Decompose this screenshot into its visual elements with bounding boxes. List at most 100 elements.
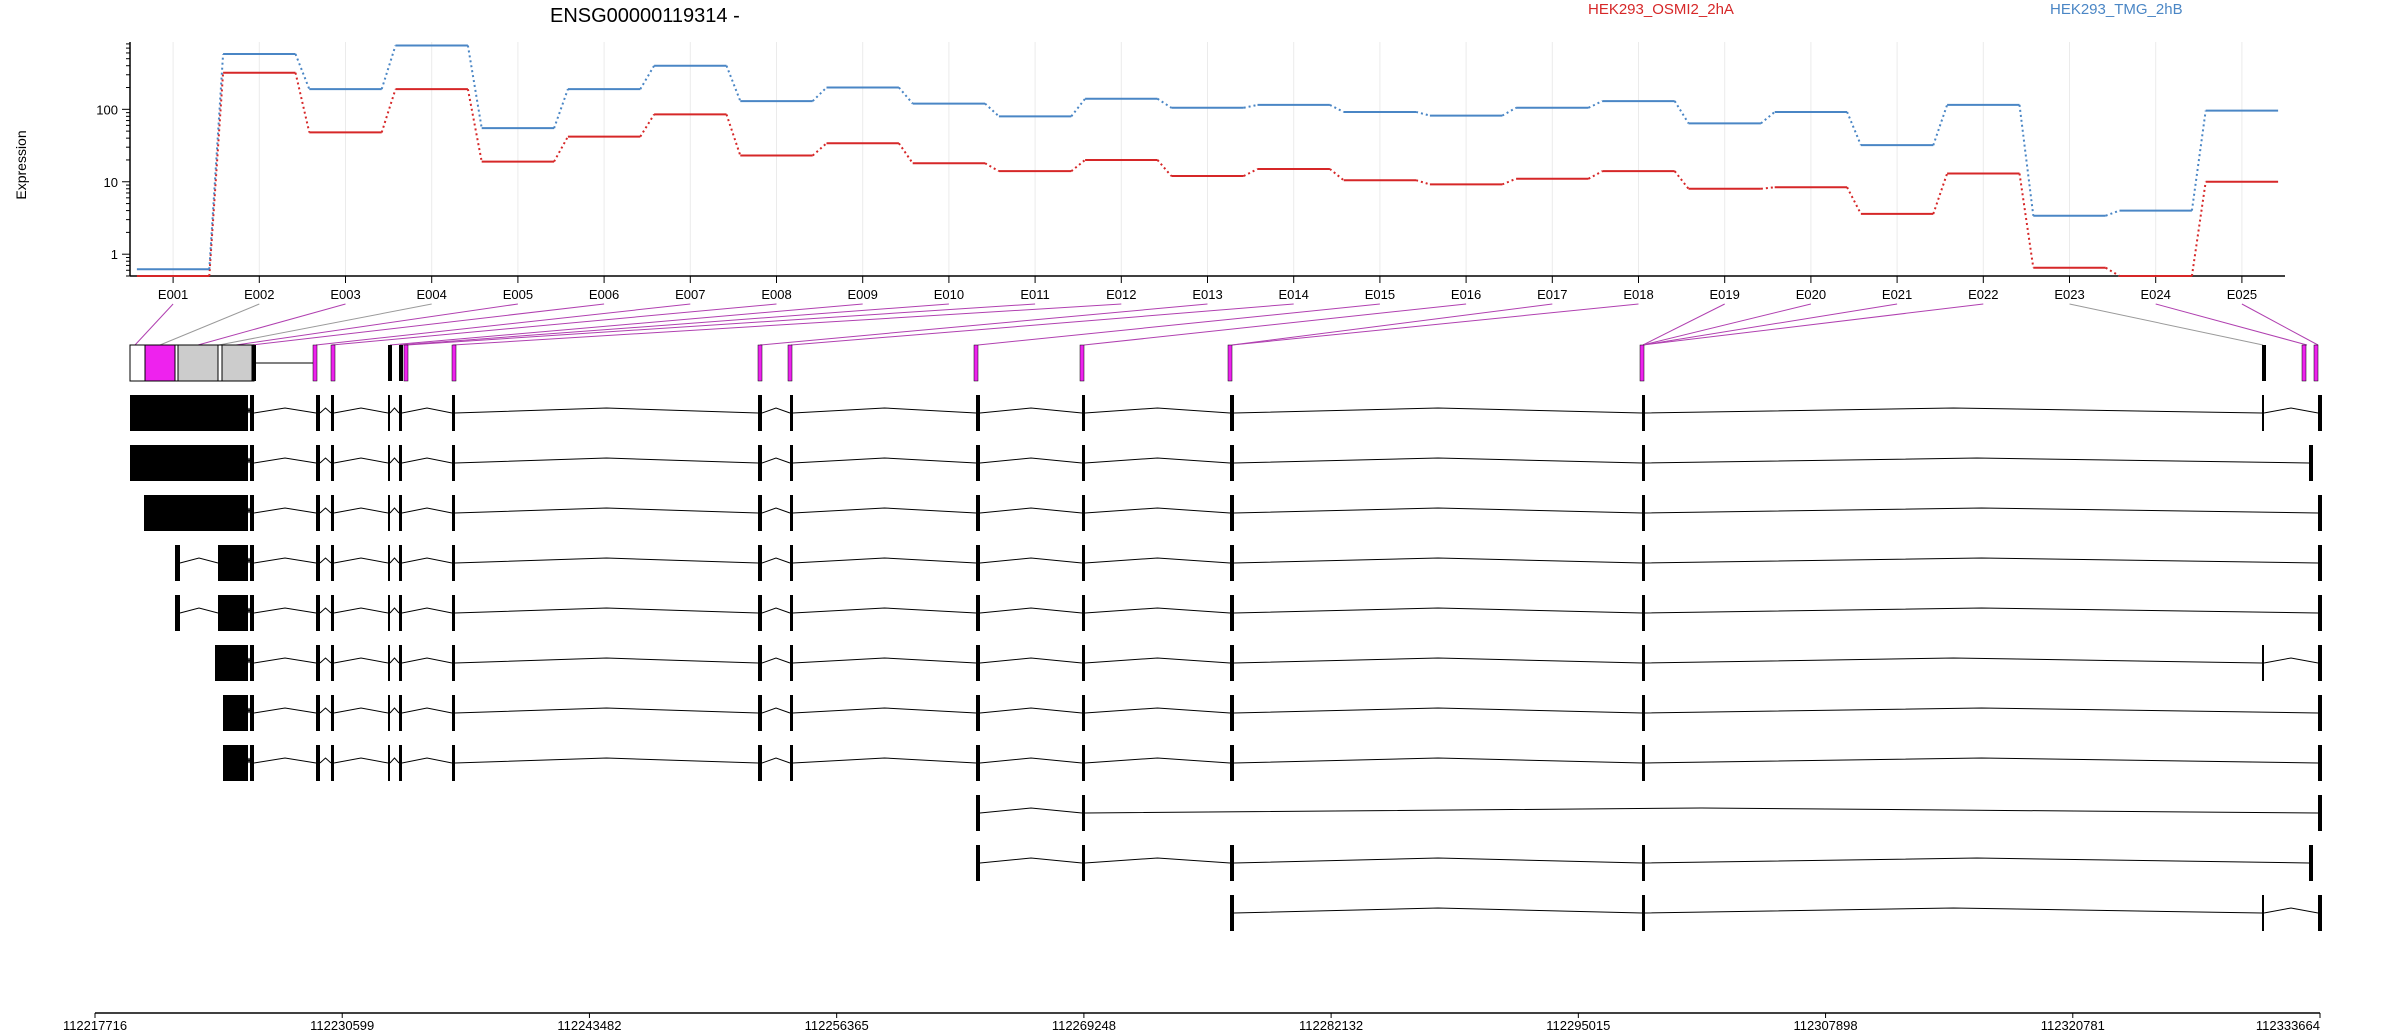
intron-line (389, 657, 400, 664)
intron-line (979, 407, 1083, 414)
data-connector (2105, 209, 2120, 217)
transcript-exon (250, 495, 254, 531)
intron-line (979, 457, 1083, 464)
exon-box (388, 345, 392, 381)
transcript-exon (1642, 695, 1645, 731)
intron-line (247, 457, 251, 464)
data-connector (2190, 110, 2207, 211)
transcript-exon (316, 645, 320, 681)
intron-line (761, 607, 791, 614)
intron-line (1644, 707, 2319, 714)
exon-connector (251, 303, 605, 346)
transcript-exon (2318, 745, 2322, 781)
x-tick-label: E021 (1882, 287, 1912, 302)
intron-line (333, 407, 389, 414)
transcript-exon (790, 595, 793, 631)
data-connector (1070, 159, 1086, 172)
transcript-exon (1082, 745, 1085, 781)
intron-line (1084, 807, 2319, 814)
transcript-10 (976, 845, 2313, 881)
transcript-exon (1230, 895, 1234, 931)
exon-connector (1083, 303, 1467, 346)
axes: 1 10 100 E001 E002 E003 E004 E005 E006 E007 E008 E0… (96, 42, 2285, 302)
data-connector (1501, 106, 1517, 117)
transcript-9 (976, 795, 2322, 831)
x-tick-label: E004 (417, 287, 447, 302)
transcript-1 (130, 395, 2322, 431)
intron-line (454, 507, 759, 514)
transcript-exon (1642, 445, 1645, 481)
data-connector (553, 88, 569, 129)
y-tick-label: 1 (111, 247, 118, 262)
exon-connector (1642, 303, 1984, 346)
genomic-tick-label: 112307898 (1794, 1018, 1858, 1030)
transcript-exon (388, 545, 390, 581)
transcript-exon (331, 495, 334, 531)
transcript-exon (976, 495, 980, 531)
exon-connector (406, 303, 1036, 346)
exon-box (2301, 344, 2307, 382)
exon-box (757, 344, 763, 382)
intron-line (454, 757, 759, 764)
transcript-exon (144, 495, 248, 531)
intron-line (247, 757, 251, 764)
intron-line (761, 507, 791, 514)
intron-line (454, 557, 759, 564)
genomic-tick-label: 112269248 (1052, 1018, 1116, 1030)
intron-line (253, 757, 317, 764)
intron-line (389, 507, 400, 514)
intron-line (1084, 857, 1231, 864)
data-connector (294, 72, 311, 133)
transcript-8 (223, 745, 2322, 781)
exon-connector (2241, 303, 2319, 346)
intron-line (2263, 657, 2319, 664)
data-connector (1415, 179, 1431, 186)
data-connector (1588, 100, 1603, 109)
data-connector (1415, 110, 1431, 117)
transcript-exon (250, 595, 254, 631)
intron-line (179, 607, 219, 614)
intron-line (2263, 907, 2319, 914)
intron-line (761, 557, 791, 564)
transcript-exon (388, 395, 390, 431)
intron-line (761, 707, 791, 714)
transcript-exon (976, 445, 980, 481)
transcript-exon (1082, 795, 1085, 831)
transcript-2 (130, 445, 2313, 481)
intron-line (401, 607, 453, 614)
intron-line (1084, 407, 1231, 414)
data-connector (898, 142, 914, 164)
transcript-exon (388, 595, 390, 631)
transcript-exon (215, 645, 248, 681)
intron-line (1233, 407, 1643, 414)
intron-line (401, 457, 453, 464)
data-connector (380, 45, 397, 90)
exon-connector (389, 303, 863, 346)
exon-connector (452, 303, 1122, 346)
data-connector (1846, 186, 1862, 215)
exon-box (2313, 344, 2319, 382)
x-tick-label: E018 (1623, 287, 1653, 302)
intron-line (1084, 707, 1231, 714)
exon-box (330, 344, 336, 382)
intron-line (319, 657, 332, 664)
intron-line (979, 557, 1083, 564)
exon-connectors (134, 303, 2319, 346)
intron-line (979, 657, 1083, 664)
intron-line (1233, 557, 1643, 564)
data-connector (725, 114, 742, 156)
intron-line (389, 557, 400, 564)
exon-connector (759, 303, 1208, 346)
transcript-exon (250, 695, 254, 731)
data-connector (1760, 111, 1776, 125)
intron-line (1644, 607, 2319, 614)
intron-line (761, 407, 791, 414)
transcript-exon (2262, 395, 2264, 431)
x-tick-label: E015 (1365, 287, 1395, 302)
transcript-exon (316, 545, 320, 581)
intron-line (401, 707, 453, 714)
data-connector (1932, 173, 1949, 215)
transcript-exon (223, 695, 248, 731)
exon-box (787, 344, 793, 382)
transcript-exon (388, 445, 390, 481)
